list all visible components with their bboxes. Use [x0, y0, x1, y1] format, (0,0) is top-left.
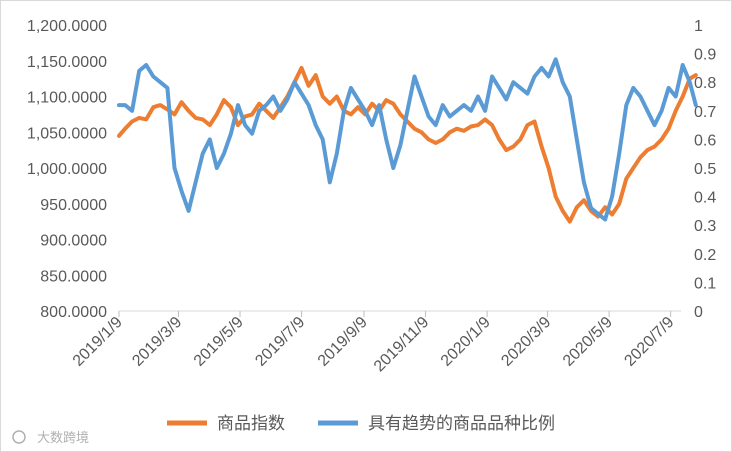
- left-y-tick-label: 850.0000: [40, 268, 107, 285]
- right-y-tick-label: 0.5: [694, 161, 716, 178]
- right-y-tick-label: 0.2: [694, 247, 716, 264]
- right-y-tick-label: 1: [694, 18, 703, 35]
- x-tick-label: 2019/1/9: [70, 314, 126, 370]
- legend-label-commodity-index: 商品指数: [217, 414, 285, 434]
- x-tick-label: 2019/9/9: [315, 314, 371, 370]
- x-tick-label: 2019/7/9: [252, 314, 308, 370]
- right-y-axis: 0 0.1 0.2 0.3 0.4 0.5 0.6 0.7 0.8 0.9 1: [694, 18, 716, 321]
- left-y-tick-label: 1,000.0000: [27, 161, 107, 178]
- right-y-tick-label: 0.6: [694, 132, 716, 149]
- x-tick-label: 2020/5/9: [560, 314, 616, 370]
- right-y-tick-label: 0.1: [694, 275, 716, 292]
- left-y-tick-label: 1,150.0000: [27, 54, 107, 71]
- right-y-tick-label: 0.9: [694, 47, 716, 64]
- left-y-tick-label: 1,100.0000: [27, 90, 107, 107]
- x-tick-label: 2020/1/9: [438, 314, 494, 370]
- right-y-tick-label: 0.3: [694, 218, 716, 235]
- right-y-tick-label: 0.7: [694, 104, 716, 121]
- right-y-tick-label: 0: [694, 304, 703, 321]
- left-y-tick-label: 1,200.0000: [27, 18, 107, 35]
- left-y-tick-label: 950.0000: [40, 197, 107, 214]
- watermark: 大数跨境: [12, 430, 89, 446]
- x-tick-label: 2019/11/9: [371, 314, 433, 376]
- legend-label-trend-ratio: 具有趋势的商品品种比例: [368, 414, 555, 434]
- series-line-trend-ratio: [117, 57, 698, 222]
- legend: 商品指数 具有趋势的商品品种比例: [167, 414, 555, 434]
- x-axis-ticks: 2019/1/9 2019/3/9 2019/5/9 2019/7/9 2019/9/9…: [70, 311, 678, 375]
- left-y-tick-label: 900.0000: [40, 233, 107, 250]
- left-y-axis: 800.0000 850.0000 900.0000 950.0000 1,000.00…: [27, 18, 107, 321]
- right-y-tick-label: 0.8: [694, 75, 716, 92]
- left-y-tick-label: 800.0000: [40, 304, 107, 321]
- x-tick-label: 2020/7/9: [621, 314, 677, 370]
- x-tick-label: 2020/3/9: [498, 314, 554, 370]
- left-y-tick-label: 1,050.0000: [27, 125, 107, 142]
- x-tick-label: 2019/3/9: [129, 314, 185, 370]
- series-lines: [117, 57, 698, 224]
- watermark-logo-icon: [12, 430, 26, 444]
- x-tick-label: 2019/5/9: [191, 314, 247, 370]
- watermark-text: 大数跨境: [37, 431, 89, 446]
- right-y-tick-label: 0.4: [694, 190, 716, 207]
